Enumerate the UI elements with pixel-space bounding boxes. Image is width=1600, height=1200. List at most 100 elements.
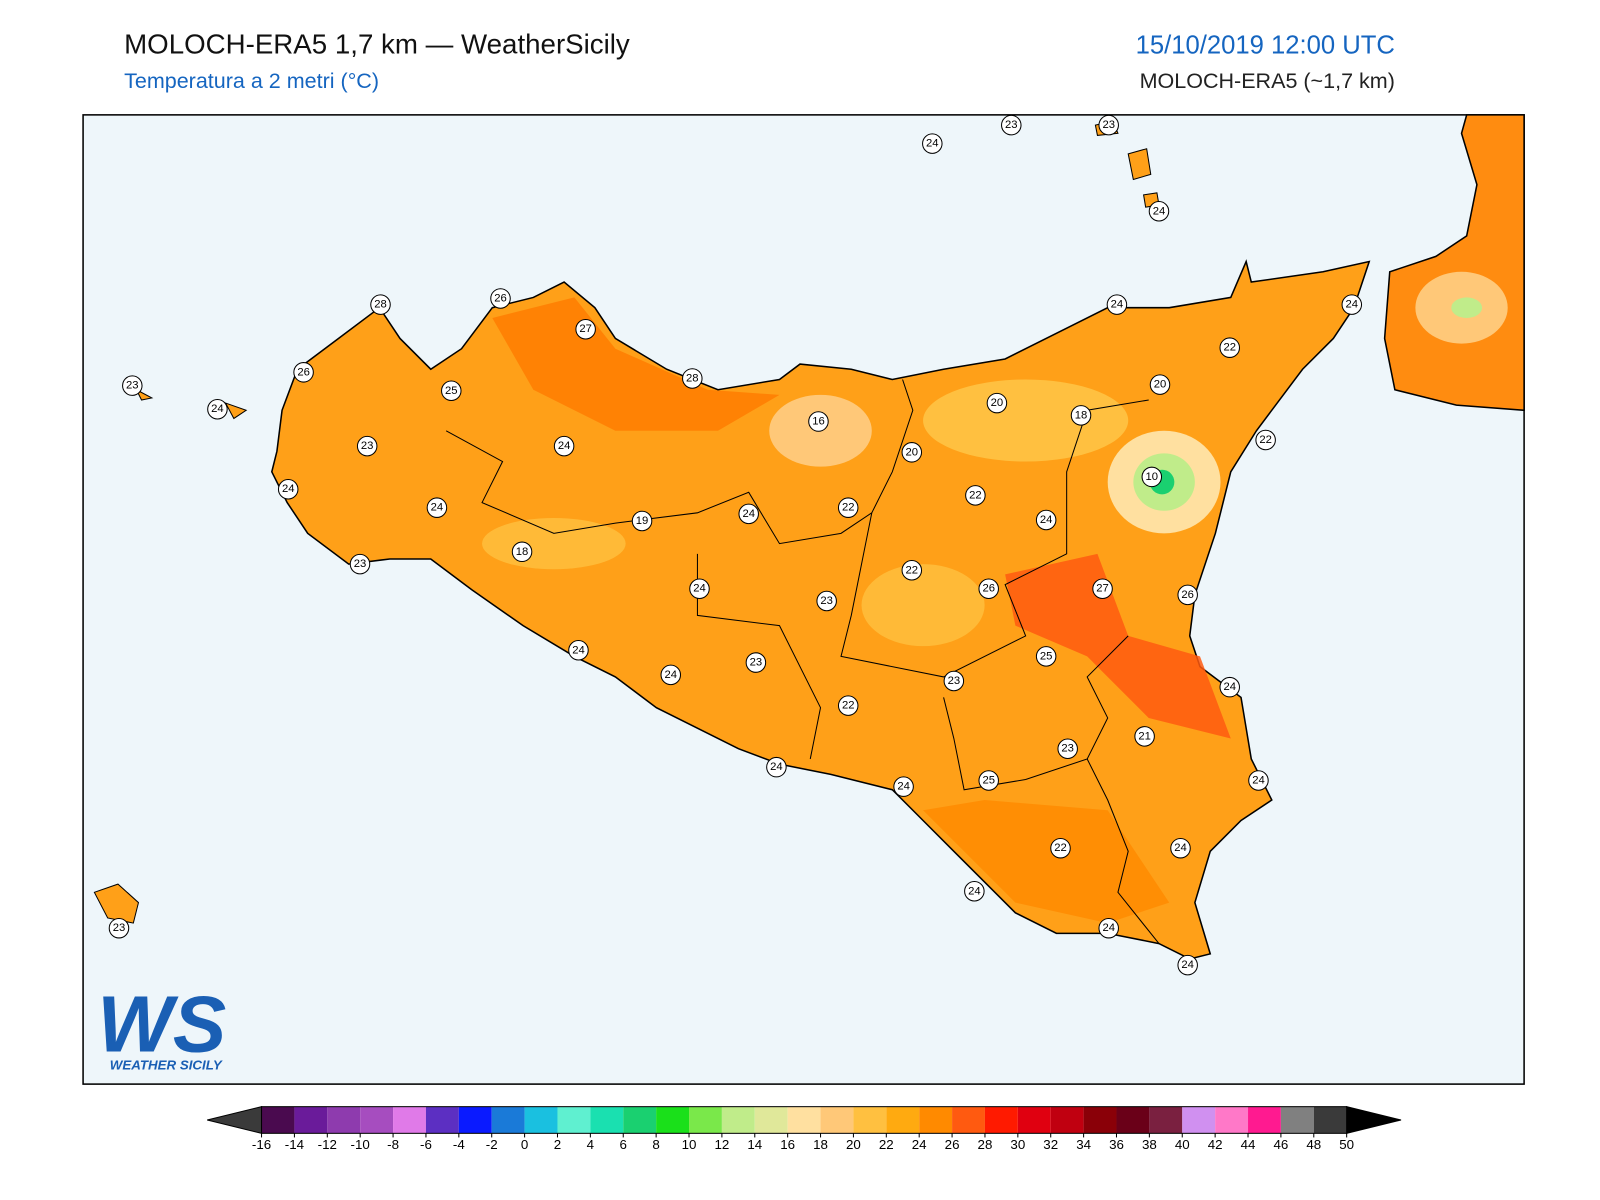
station: 26 — [1177, 584, 1198, 606]
island — [224, 402, 248, 420]
station-marker — [837, 695, 859, 716]
station: 10 — [1141, 466, 1163, 488]
station-value: 18 — [1075, 409, 1088, 421]
station: 23 — [745, 652, 767, 673]
station-marker — [426, 497, 448, 518]
colorbar-tick-label: 36 — [1109, 1137, 1124, 1152]
station: 23 — [122, 375, 143, 396]
station-value: 24 — [211, 403, 224, 415]
warm-area — [923, 800, 1170, 924]
colorbar-box — [754, 1106, 788, 1134]
station: 24 — [660, 664, 682, 686]
colorbar-tick-label: 38 — [1142, 1137, 1157, 1152]
station-value: 24 — [1111, 299, 1124, 311]
colorbar-tick-label: 30 — [1010, 1137, 1025, 1152]
colorbar-tick-label: 48 — [1306, 1137, 1321, 1152]
island — [1127, 148, 1152, 181]
station-marker — [964, 881, 985, 902]
station: 23 — [349, 553, 371, 575]
station: 22 — [901, 559, 923, 581]
station-marker — [1248, 770, 1269, 791]
station-value: 24 — [1181, 959, 1194, 971]
colorbar-tick-label: -2 — [486, 1137, 498, 1152]
subtitle: Temperatura a 2 metri (°C) — [124, 69, 379, 93]
colorbar-tick-label: 22 — [879, 1137, 894, 1152]
station-marker — [901, 559, 923, 581]
station: 24 — [922, 133, 943, 154]
station-marker — [986, 392, 1008, 414]
colorbar-tick-label: 28 — [978, 1137, 993, 1152]
station-value: 24 — [1174, 842, 1187, 854]
station-marker — [441, 380, 462, 402]
colorbar-tick-label: 32 — [1043, 1137, 1058, 1152]
station-value: 24 — [282, 483, 295, 495]
colorbar-tick-label: 18 — [813, 1137, 828, 1152]
colorbar-tick-label: 4 — [587, 1137, 595, 1152]
station-value: 22 — [1054, 842, 1067, 854]
station-marker — [1149, 374, 1171, 395]
station: 23 — [1057, 738, 1078, 759]
station-value: 23 — [361, 440, 374, 452]
colorbar-tick-label: -14 — [285, 1137, 305, 1152]
station: 22 — [837, 695, 859, 716]
station-value: 24 — [1040, 514, 1053, 526]
station: 24 — [1035, 509, 1057, 531]
colorbar-box — [524, 1106, 558, 1134]
datetime: 15/10/2019 12:00 UTC — [1136, 31, 1395, 59]
colorbar-tick-label: 42 — [1208, 1137, 1223, 1152]
colorbar-tick-label: 34 — [1076, 1137, 1091, 1152]
station-value: 24 — [1346, 299, 1359, 311]
station-value: 22 — [969, 489, 982, 501]
colorbar-tick-label: 14 — [747, 1137, 762, 1152]
colorbar-box — [689, 1106, 722, 1134]
station-value: 25 — [1040, 650, 1053, 662]
colorbar-box — [1248, 1106, 1281, 1134]
station-marker — [1106, 294, 1128, 315]
station-value: 24 — [926, 138, 939, 150]
station-value: 24 — [1102, 922, 1115, 934]
station: 24 — [738, 503, 759, 525]
station-value: 19 — [636, 515, 649, 527]
station: 22 — [837, 497, 859, 518]
station: 25 — [978, 770, 999, 791]
cool-area — [482, 517, 626, 570]
colorbar-box — [1313, 1106, 1347, 1134]
stations: 24 23 23 24 28 26 27 26 25 23 24 28 16 23 24 24 24 19 18 23… — [108, 114, 1363, 976]
colorbar-tick-label: 24 — [912, 1137, 927, 1152]
station-value: 22 — [1223, 342, 1236, 354]
station-marker — [1070, 405, 1092, 426]
station-value: 28 — [686, 372, 699, 384]
colorbar-tick-label: -12 — [318, 1137, 337, 1152]
station: 16 — [808, 411, 829, 432]
station-marker — [108, 917, 130, 939]
colorbar-tick-label: 20 — [846, 1137, 861, 1152]
station-value: 23 — [1005, 119, 1018, 131]
station: 24 — [277, 478, 299, 500]
colorbar-over — [1346, 1106, 1402, 1134]
logo: WS WEATHER SICILY — [97, 979, 226, 1072]
station: 26 — [978, 578, 999, 599]
station-value: 23 — [113, 922, 126, 934]
colorbar-tick-label: 0 — [521, 1137, 528, 1152]
station-marker — [745, 652, 767, 673]
land — [93, 114, 1525, 960]
station: 18 — [511, 541, 533, 563]
station-value: 26 — [982, 583, 995, 595]
station-value: 27 — [1096, 583, 1109, 595]
station: 22 — [1255, 429, 1276, 451]
station: 24 — [568, 639, 589, 661]
station: 23 — [356, 435, 378, 457]
station-marker — [575, 318, 596, 340]
colorbar-box — [1050, 1106, 1084, 1134]
station: 20 — [986, 392, 1008, 414]
colorbar-tick-label: 12 — [714, 1137, 729, 1152]
station: 20 — [901, 442, 923, 463]
station: 23 — [108, 917, 130, 939]
station-value: 24 — [1223, 681, 1236, 693]
station: 24 — [426, 497, 448, 518]
station: 23 — [1098, 114, 1119, 136]
colorbar-tick-label: 10 — [682, 1137, 697, 1152]
colorbar-box — [1215, 1106, 1249, 1134]
colorbar-box — [458, 1106, 492, 1134]
